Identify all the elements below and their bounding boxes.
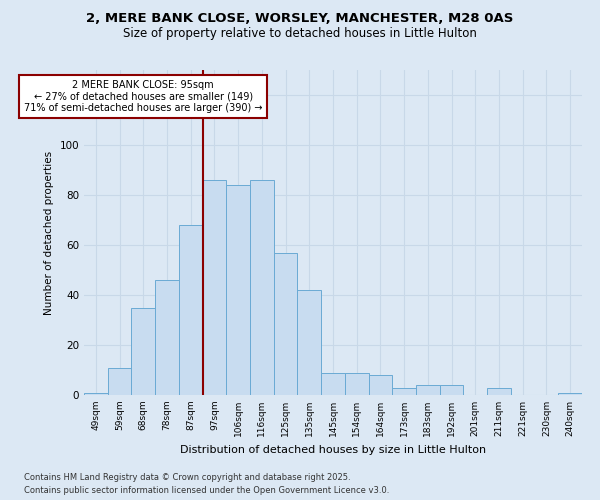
Bar xyxy=(368,375,392,395)
Bar xyxy=(558,392,582,395)
Bar xyxy=(179,225,203,395)
Bar xyxy=(487,388,511,395)
Y-axis label: Number of detached properties: Number of detached properties xyxy=(44,150,54,314)
Bar xyxy=(226,185,250,395)
Text: Contains HM Land Registry data © Crown copyright and database right 2025.: Contains HM Land Registry data © Crown c… xyxy=(24,472,350,482)
Bar xyxy=(416,385,440,395)
Bar xyxy=(250,180,274,395)
Bar xyxy=(321,372,345,395)
Bar xyxy=(440,385,463,395)
Bar xyxy=(392,388,416,395)
Bar xyxy=(345,372,368,395)
Bar xyxy=(274,252,298,395)
Text: 2 MERE BANK CLOSE: 95sqm
← 27% of detached houses are smaller (149)
71% of semi-: 2 MERE BANK CLOSE: 95sqm ← 27% of detach… xyxy=(24,80,263,113)
Bar xyxy=(298,290,321,395)
Bar xyxy=(108,368,131,395)
Bar xyxy=(203,180,226,395)
Bar xyxy=(84,392,108,395)
Bar xyxy=(155,280,179,395)
Text: Contains public sector information licensed under the Open Government Licence v3: Contains public sector information licen… xyxy=(24,486,389,495)
Text: 2, MERE BANK CLOSE, WORSLEY, MANCHESTER, M28 0AS: 2, MERE BANK CLOSE, WORSLEY, MANCHESTER,… xyxy=(86,12,514,26)
Bar xyxy=(131,308,155,395)
X-axis label: Distribution of detached houses by size in Little Hulton: Distribution of detached houses by size … xyxy=(180,444,486,454)
Text: Size of property relative to detached houses in Little Hulton: Size of property relative to detached ho… xyxy=(123,28,477,40)
